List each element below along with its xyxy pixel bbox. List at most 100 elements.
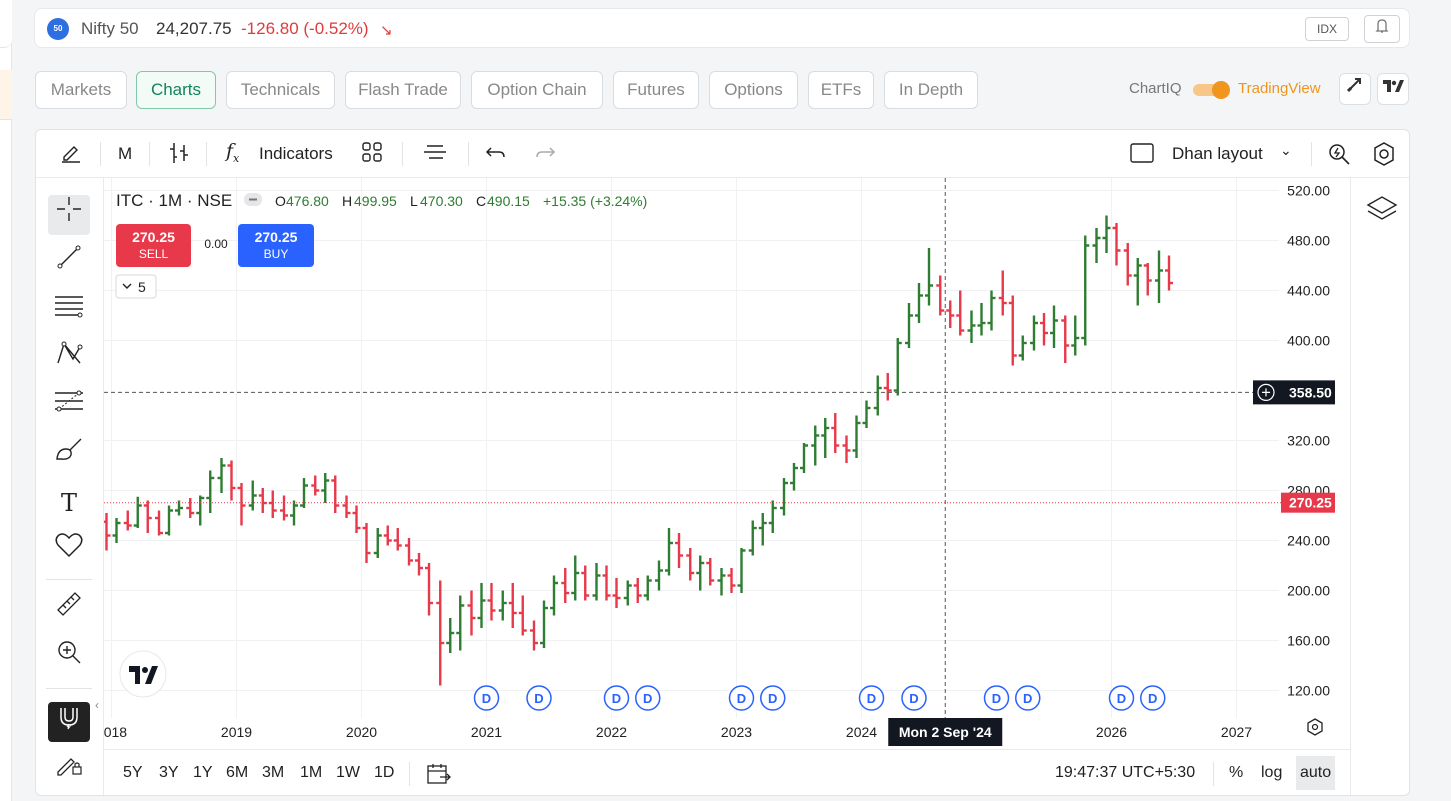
pen-arrow-icon <box>1346 78 1361 93</box>
tab-options[interactable]: Options <box>709 71 798 109</box>
dividend-marker-label: D <box>992 691 1001 706</box>
zoom-tool[interactable] <box>48 638 90 678</box>
tab-markets[interactable]: Markets <box>35 71 127 109</box>
layout-name[interactable]: Dhan layout <box>1172 144 1263 163</box>
ohlc-bar <box>998 270 1007 316</box>
tab-in-depth[interactable]: In Depth <box>884 71 978 109</box>
price-tick-label: 400.00 <box>1287 333 1330 349</box>
open-label: O <box>275 193 286 209</box>
alerts-menu-button[interactable] <box>422 141 448 168</box>
dividend-marker[interactable]: D <box>603 685 630 711</box>
dividend-marker[interactable]: D <box>760 685 786 711</box>
tab-etfs[interactable]: ETFs <box>808 71 874 109</box>
redo-button[interactable] <box>534 141 556 168</box>
settings-button[interactable] <box>1371 141 1397 172</box>
ohlc-bar <box>1061 315 1070 363</box>
ohlc-bar <box>915 283 923 323</box>
ohlc-bar <box>342 495 351 518</box>
dividend-marker[interactable]: D <box>1015 685 1041 711</box>
object-tree-button[interactable] <box>1366 194 1398 229</box>
goto-date-button[interactable] <box>425 762 451 791</box>
crosshair-tool[interactable] <box>48 195 90 235</box>
collapse-sidebar-icon[interactable]: ‹ <box>95 698 99 712</box>
ohlc-bar <box>436 580 445 686</box>
drawing-toggle-button[interactable] <box>60 141 82 168</box>
parallel-channel-tool[interactable] <box>48 291 90 331</box>
change-value: +15.35 (+3.24%) <box>543 193 647 209</box>
tradingview-button[interactable] <box>1377 73 1409 105</box>
layout-square-icon <box>1130 143 1154 163</box>
lock-drawings-tool[interactable] <box>48 750 90 790</box>
price-tick-label: 480.00 <box>1287 233 1330 249</box>
pattern-tool[interactable] <box>48 339 90 379</box>
brush-tool[interactable] <box>48 435 90 475</box>
chart-type-button[interactable] <box>168 141 190 170</box>
plus-icon <box>1262 388 1270 397</box>
tab-option-chain[interactable]: Option Chain <box>471 71 603 109</box>
dividend-marker[interactable]: D <box>1140 685 1166 711</box>
dividend-marker[interactable]: D <box>1108 685 1135 711</box>
bottom-toolbar: 5Y 3Y 1Y 6M 3M 1M 1W 1D 19:47:37 UTC+5:3… <box>104 749 1350 795</box>
time-axis[interactable]: 2018 2019 2020 2021 2022 2023 2024 2026 2027 <box>104 724 1252 740</box>
index-price: 24,207.75 <box>156 19 232 38</box>
function-icon[interactable]: fx <box>226 140 240 165</box>
ohlc-bar <box>612 578 621 608</box>
price-chart[interactable]: D D D D D D D D D D D D 520.00 480.00 440.00 400.00 320… <box>104 178 1350 749</box>
legend-collapse-button[interactable]: 5 <box>115 274 157 299</box>
range-1d[interactable]: 1D <box>374 764 395 781</box>
range-6m[interactable]: 6M <box>226 764 249 781</box>
toolbar-divider <box>100 142 101 166</box>
sell-button[interactable]: 270.25 SELL <box>116 224 191 267</box>
range-3y[interactable]: 3Y <box>159 764 179 781</box>
tab-charts[interactable]: Charts <box>136 71 216 109</box>
layout-checkbox[interactable] <box>1129 141 1155 170</box>
tab-flash-trade[interactable]: Flash Trade <box>345 71 461 109</box>
range-5y[interactable]: 5Y <box>123 764 143 781</box>
dividend-marker[interactable]: D <box>983 685 1010 711</box>
measure-tool[interactable] <box>48 590 90 630</box>
interval-button[interactable]: M <box>118 144 133 163</box>
favorites-tool[interactable] <box>48 531 90 571</box>
ohlc-bar <box>633 578 642 603</box>
draw-button[interactable] <box>1339 73 1371 105</box>
magnet-mode-tool[interactable] <box>48 702 90 742</box>
dividend-marker[interactable]: D <box>728 685 755 711</box>
ohlc-bar <box>1112 223 1121 266</box>
undo-button[interactable] <box>485 141 507 168</box>
indicators-button[interactable]: Indicators <box>259 144 333 163</box>
auto-scale-toggle[interactable]: auto <box>1296 756 1336 790</box>
templates-button[interactable] <box>361 141 383 168</box>
ohlc-bar <box>206 470 215 513</box>
ohlc-bar <box>758 513 767 546</box>
text-tool[interactable]: T <box>60 489 77 517</box>
provider-toggle[interactable] <box>1193 81 1230 99</box>
clock-timezone[interactable]: 19:47:37 UTC+5:30 <box>1055 764 1196 781</box>
alert-bell-button[interactable] <box>1364 15 1400 43</box>
log-scale-toggle[interactable]: log <box>1261 764 1283 781</box>
dividend-marker[interactable]: D <box>635 685 661 711</box>
dividend-marker[interactable]: D <box>901 685 927 711</box>
dividend-marker[interactable]: D <box>858 685 885 711</box>
dividend-marker[interactable]: D <box>526 685 552 711</box>
percent-scale-toggle[interactable]: % <box>1229 764 1244 781</box>
chevron-down-icon[interactable]: ⌄ <box>1280 142 1292 158</box>
quick-search-button[interactable] <box>1326 141 1352 172</box>
plus-circle-icon[interactable] <box>1257 383 1275 401</box>
time-axis-settings-button[interactable] <box>1307 718 1323 736</box>
symbol-legend[interactable]: ITC · 1M · NSE <box>116 191 232 210</box>
index-name[interactable]: Nifty 50 <box>81 19 139 38</box>
range-1y[interactable]: 1Y <box>193 764 213 781</box>
provider-chartiq[interactable]: ChartIQ <box>1129 80 1182 97</box>
tab-technicals[interactable]: Technicals <box>226 71 335 109</box>
price-axis[interactable]: 520.00480.00440.00400.00320.00280.00240.… <box>1287 183 1330 699</box>
range-3m[interactable]: 3M <box>262 764 285 781</box>
trend-line-tool[interactable] <box>48 243 90 283</box>
range-1w[interactable]: 1W <box>336 764 360 781</box>
range-1m[interactable]: 1M <box>300 764 323 781</box>
tradingview-watermark[interactable] <box>119 650 167 698</box>
provider-tradingview[interactable]: TradingView <box>1238 80 1321 97</box>
fibonacci-tool[interactable] <box>48 387 90 427</box>
tab-futures[interactable]: Futures <box>613 71 699 109</box>
buy-button[interactable]: 270.25 BUY <box>238 224 314 267</box>
dividend-marker[interactable]: D <box>473 685 500 711</box>
